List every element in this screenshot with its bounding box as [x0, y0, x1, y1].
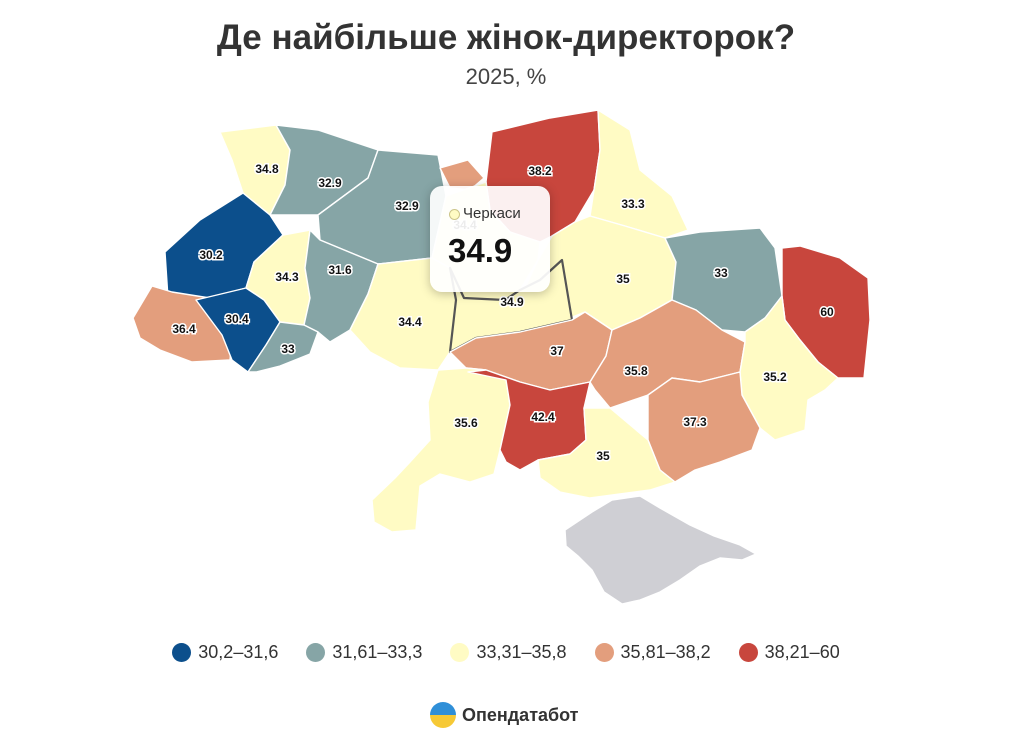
region-value-zakarpattia: 36.4	[172, 322, 196, 336]
region-value-dnipropetrovsk: 35.8	[624, 364, 648, 378]
region-value-zaporizhzhia: 37.3	[683, 415, 707, 429]
opendatabot-logo-icon	[430, 702, 456, 728]
region-value-chernivtsi: 33	[281, 342, 295, 356]
region-value-vinnytsia: 34.4	[398, 315, 422, 329]
region-value-chernihiv: 38.2	[528, 164, 552, 178]
legend-swatch	[306, 642, 326, 662]
region-tooltip: Черкаси 34.9	[430, 186, 550, 292]
region-khmelnytskyi[interactable]	[303, 229, 379, 343]
tooltip-region-name: Черкаси	[463, 205, 521, 222]
region-value-donetsk: 35.2	[763, 370, 787, 384]
region-chernivtsi[interactable]	[247, 321, 319, 373]
region-value-rivne: 32.9	[318, 176, 342, 190]
region-value-cherkasy: 34.9	[500, 295, 524, 309]
tooltip-region-value: 34.9	[448, 232, 513, 269]
region-value-kirovohrad: 37	[550, 344, 564, 358]
region-value-kharkiv: 33	[714, 266, 728, 280]
region-kherson[interactable]	[537, 407, 676, 499]
region-value-kherson: 35	[596, 449, 610, 463]
legend-label: 30,2–31,6	[198, 641, 279, 662]
legend-swatch	[738, 642, 758, 662]
region-value-sumy: 33.3	[621, 197, 645, 211]
region-value-volyn: 34.8	[255, 162, 279, 176]
region-value-poltava: 35	[616, 272, 630, 286]
legend-item[interactable]: 31,61–33,3	[306, 640, 422, 664]
region-crimea[interactable]	[564, 495, 757, 605]
legend-label: 31,61–33,3	[332, 641, 423, 662]
region-value-odesa: 35.6	[454, 416, 478, 430]
map-subtitle: 2025, %	[465, 64, 547, 89]
legend-item[interactable]: 38,21–60	[738, 640, 840, 664]
tooltip-color-dot	[449, 209, 460, 220]
legend-swatch	[594, 642, 614, 662]
region-kyiv-city[interactable]	[439, 159, 485, 191]
legend-item[interactable]: 30,2–31,6	[172, 640, 278, 664]
region-value-lviv: 30.2	[199, 248, 223, 262]
map-title: Де найбільше жінок-директорок?	[216, 18, 796, 57]
region-value-ternopil: 34.3	[275, 270, 299, 284]
legend-item[interactable]: 35,81–38,2	[594, 640, 711, 664]
region-value-ivano-frankivsk: 30.4	[225, 312, 249, 326]
legend-swatch	[450, 642, 470, 662]
region-sumy[interactable]	[589, 109, 689, 239]
region-value-khmelnytskyi: 31.6	[328, 263, 352, 277]
legend-item[interactable]: 33,31–35,8	[450, 640, 567, 664]
brand[interactable]: Опендатабот	[430, 701, 579, 729]
region-value-luhansk: 60	[820, 305, 834, 319]
brand-name: Опендатабот	[462, 704, 579, 725]
region-odesa[interactable]	[371, 367, 511, 533]
region-value-mykolaiv: 42.4	[531, 410, 555, 424]
legend-swatch	[172, 642, 192, 662]
region-value-zhytomyr: 32.9	[395, 199, 419, 213]
legend-label: 33,31–35,8	[476, 641, 567, 662]
map-legend: 30,2–31,6 31,61–33,3 33,31–35,8 35,81–38…	[0, 640, 1012, 664]
legend-label: 38,21–60	[764, 641, 840, 662]
legend-label: 35,81–38,2	[620, 641, 711, 662]
